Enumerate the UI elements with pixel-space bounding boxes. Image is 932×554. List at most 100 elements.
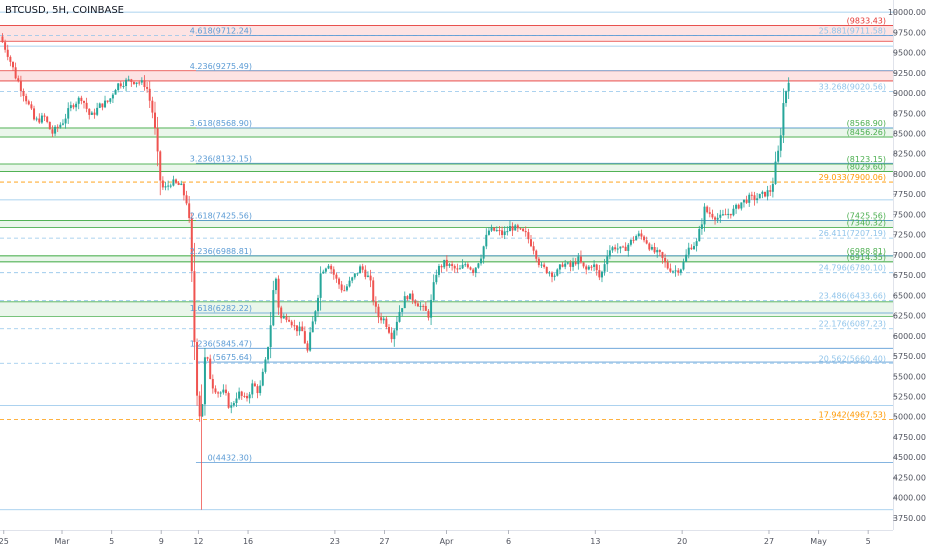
candle-body [164, 186, 167, 188]
level-label-right: 17.942(4967.53) [819, 410, 886, 419]
candle-body [248, 394, 251, 399]
candle-body [711, 213, 714, 218]
candle-body [764, 191, 767, 197]
y-tick-label: 3750.00 [893, 514, 926, 523]
candle-body [690, 247, 693, 250]
candle-body [493, 227, 496, 231]
candle-body [69, 105, 72, 109]
candle-body [90, 112, 93, 115]
y-tick-label: 8500.00 [893, 130, 926, 139]
candle-body [40, 115, 43, 123]
candle-body [211, 378, 214, 389]
fib-level-label: 4.236(9275.49) [190, 62, 252, 71]
chart-title: BTCUSD, 5H, COINBASE [5, 5, 124, 16]
candle-body [317, 297, 320, 312]
candle-body [648, 243, 651, 250]
candle-body [501, 230, 504, 235]
candle-body [345, 286, 348, 291]
candle-body [380, 317, 383, 321]
candle-body [364, 269, 367, 277]
fib-level-label: 1.618(6282.22) [190, 304, 252, 313]
level-label-right: (6914.35) [847, 253, 886, 262]
candle-body [629, 239, 632, 245]
candle-body [140, 80, 143, 83]
candle-body [198, 395, 201, 417]
candle-body [117, 83, 120, 91]
candle-body [46, 116, 49, 122]
candle-body [485, 234, 488, 247]
candle-body [135, 82, 138, 84]
candle-body [461, 264, 464, 269]
candle-body [119, 83, 122, 87]
candle-body [238, 391, 241, 399]
candle-body [82, 100, 85, 103]
candle-body [664, 257, 667, 263]
candle-body [114, 90, 117, 95]
x-tick-label: Mar [54, 537, 70, 546]
candle-body [679, 269, 682, 273]
candle-body [551, 272, 554, 277]
candle-body [327, 265, 330, 269]
candle-body [374, 301, 377, 307]
candle-body [595, 264, 598, 271]
candle-body [482, 246, 485, 259]
candle-body [14, 67, 17, 79]
x-tick-label: 5 [109, 537, 114, 546]
candle-body [104, 100, 107, 108]
y-tick-label: 8000.00 [893, 170, 926, 179]
candle-body [553, 275, 556, 277]
candle-body [338, 278, 341, 285]
candle-body [143, 80, 146, 88]
candle-body [606, 256, 609, 265]
candle-body [395, 321, 398, 331]
candle-body [175, 179, 178, 183]
level-label-right: (8123.15) [847, 155, 886, 164]
candle-body [537, 258, 540, 266]
candle-body [430, 299, 433, 318]
candle-body [758, 193, 761, 199]
candle-body [261, 371, 264, 386]
candle-body [27, 101, 30, 105]
candle-body [600, 271, 603, 278]
candle-body [130, 79, 133, 82]
candle-body [180, 183, 183, 185]
candle-body [761, 191, 764, 194]
candle-body [351, 277, 354, 281]
candle-body [201, 404, 204, 417]
candle-body [685, 254, 688, 262]
candle-body [787, 82, 790, 92]
x-tick-label: 20 [677, 537, 687, 546]
candle-body [737, 204, 740, 209]
candle-body [340, 284, 343, 291]
candle-body [687, 247, 690, 255]
level-label-right: (6988.81) [847, 247, 886, 256]
candle-body [548, 272, 551, 274]
candle-body [622, 246, 625, 248]
candle-body [98, 103, 101, 108]
candle-body [522, 228, 525, 232]
candle-body [750, 194, 753, 196]
candle-body [314, 311, 317, 322]
candle-body [508, 226, 511, 232]
candle-body [727, 213, 730, 215]
candle-body [4, 42, 7, 50]
candle-body [96, 107, 99, 115]
x-tick-label: 27 [379, 537, 389, 546]
y-tick-label: 6750.00 [893, 271, 926, 280]
candle-body [435, 274, 438, 283]
candle-body [132, 81, 135, 84]
candle-body [267, 347, 270, 360]
candle-body [288, 319, 291, 322]
candle-body [161, 180, 164, 188]
candle-body [771, 183, 774, 192]
candle-body [188, 203, 191, 219]
y-tick-label: 7000.00 [893, 251, 926, 260]
candle-body [643, 236, 646, 241]
candle-body [603, 264, 606, 272]
candle-body [153, 112, 156, 129]
candle-body [756, 198, 759, 201]
candle-body [658, 249, 661, 253]
candle-body [88, 108, 91, 115]
candle-body [708, 212, 711, 214]
candle-body [51, 129, 54, 134]
